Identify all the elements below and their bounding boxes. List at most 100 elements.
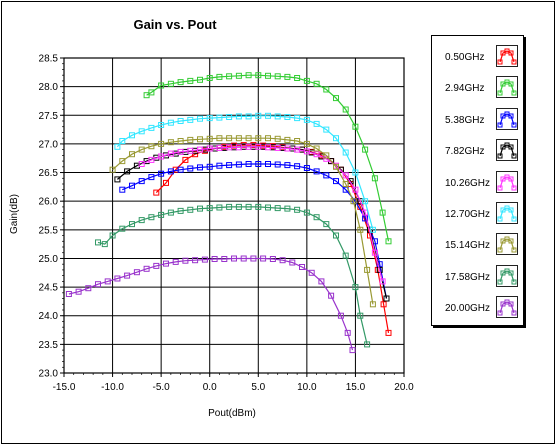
data-point [197, 76, 203, 83]
data-point [158, 140, 165, 147]
data-point [148, 89, 155, 96]
data-point [167, 80, 174, 87]
series-5.38GHz [119, 161, 390, 302]
series-line [68, 257, 354, 351]
data-point [197, 164, 203, 171]
data-point [245, 72, 252, 79]
series-17.58GHz [95, 203, 371, 348]
data-point [364, 266, 371, 273]
data-point [187, 136, 194, 143]
y-tick-label: 24.0 [39, 311, 59, 322]
series-layer [65, 72, 392, 354]
data-point [357, 226, 364, 233]
series-7.82GHz [114, 143, 390, 302]
data-point [245, 203, 252, 210]
data-point [342, 172, 349, 179]
legend-swatch-icon [496, 296, 518, 319]
data-point [342, 252, 349, 259]
data-point [114, 176, 121, 183]
legend-label: 7.82GHz [445, 146, 485, 158]
y-tick-label: 27.0 [39, 139, 59, 150]
data-point [172, 258, 179, 265]
data-point [226, 73, 233, 80]
data-point [333, 95, 339, 102]
data-point [323, 221, 330, 228]
data-point [303, 77, 310, 84]
data-point [226, 144, 233, 151]
data-point [274, 113, 281, 120]
legend-swatch-icon [496, 76, 518, 99]
data-point [104, 278, 111, 285]
data-point [216, 73, 223, 80]
legend-item: 20.00GHz [432, 296, 523, 320]
data-point [235, 203, 242, 210]
data-point [124, 272, 131, 279]
data-point [289, 259, 296, 266]
data-point [148, 124, 155, 131]
data-point [167, 168, 174, 175]
data-point [265, 144, 271, 151]
data-point [119, 186, 126, 193]
data-point [284, 205, 291, 212]
series-line [116, 115, 374, 230]
data-point [235, 161, 242, 168]
y-tick-label: 28.5 [39, 54, 59, 65]
y-tick-label: 24.5 [39, 283, 59, 294]
data-point [216, 114, 223, 121]
data-point [138, 161, 145, 167]
series-line [155, 144, 390, 334]
data-point [294, 115, 301, 122]
data-point [284, 136, 291, 143]
data-point [303, 209, 310, 216]
legend-label: 17.58GHz [445, 271, 491, 283]
data-point [369, 301, 376, 308]
data-point [294, 163, 301, 170]
data-point [337, 312, 344, 319]
data-point [352, 284, 359, 291]
y-tick-label: 25.5 [39, 225, 59, 236]
data-point [187, 165, 194, 172]
legend-label: 20.00GHz [445, 303, 491, 315]
data-point [226, 162, 233, 169]
data-point [333, 163, 339, 170]
legend-item: 2.94GHz [432, 76, 523, 100]
legend-item: 10.26GHz [432, 170, 523, 195]
data-point [284, 162, 291, 169]
data-point [158, 153, 165, 160]
data-point [148, 214, 155, 221]
data-point [303, 116, 310, 123]
data-point [357, 312, 364, 319]
x-tick-label: -10.0 [101, 382, 124, 393]
data-point [163, 179, 169, 186]
data-point [187, 116, 194, 123]
data-point [299, 264, 305, 270]
data-point [177, 207, 184, 214]
data-point [313, 120, 320, 127]
data-point [362, 146, 369, 153]
data-point [265, 112, 271, 119]
legend-swatch-icon [496, 170, 518, 193]
series-line [122, 163, 388, 299]
data-point [206, 163, 213, 170]
data-point [323, 126, 330, 133]
data-point [206, 135, 213, 142]
legend: 0.50GHz 2.94GHz 5.38GHz 7.82GHz 10.26GHz 12.7… [431, 35, 524, 326]
data-point [379, 209, 386, 216]
data-point [318, 278, 325, 285]
legend-swatch-icon [496, 233, 518, 256]
data-point [182, 257, 189, 264]
y-tick-label: 27.5 [39, 111, 59, 122]
data-point [245, 143, 252, 150]
data-point [226, 203, 233, 210]
y-axis-label: Gain(dB) [9, 194, 20, 234]
legend-label: 2.94GHz [445, 83, 485, 95]
data-point [153, 189, 160, 196]
data-point [138, 128, 145, 135]
data-point [344, 329, 351, 336]
data-point [216, 144, 223, 151]
x-tick-label: 10.0 [297, 382, 317, 393]
data-point [349, 347, 356, 354]
data-point [274, 161, 281, 168]
data-point [153, 262, 160, 269]
